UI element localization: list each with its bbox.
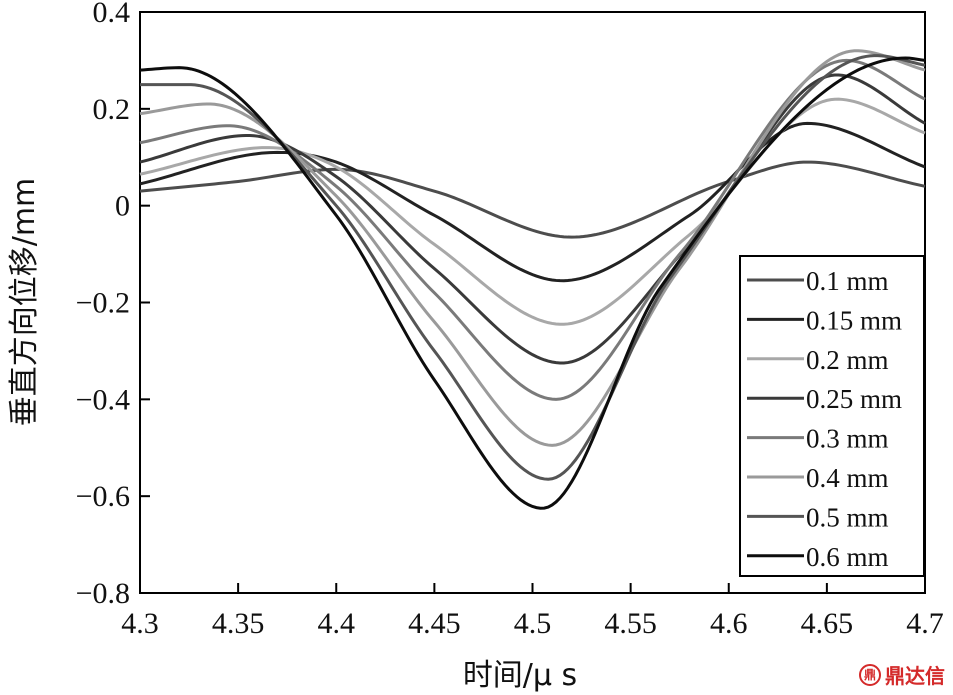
y-axis-title: 垂直方向位移/mm <box>7 178 42 427</box>
x-tick-label: 4.7 <box>906 607 944 640</box>
y-tick-label: −0.6 <box>76 480 130 513</box>
series-line-7 <box>139 56 926 510</box>
x-tick-label: 4.4 <box>318 607 356 640</box>
legend-label: 0.15 mm <box>806 305 902 335</box>
series-line-0 <box>139 160 926 239</box>
y-tick-label: 0.2 <box>93 93 131 126</box>
series-layer <box>139 49 926 510</box>
y-tick-label: 0.4 <box>93 0 131 29</box>
y-tick-label: −0.4 <box>76 383 130 416</box>
plot-area: 4.3 4.35 4.4 4.45 4.5 4.55 4.6 4.65 4.7 0.4 0.2 0 −0… <box>76 0 944 640</box>
y-tick-label: −0.2 <box>76 287 130 320</box>
x-tick-label: 4.3 <box>121 607 159 640</box>
x-tick-label: 4.65 <box>801 607 854 640</box>
y-tick-label: −0.8 <box>76 577 130 610</box>
legend-label: 0.2 mm <box>806 345 889 375</box>
legend-label: 0.5 mm <box>806 502 889 532</box>
x-tick-label: 4.6 <box>710 607 748 640</box>
watermark-text: 鼎达信 <box>885 664 945 688</box>
legend-box <box>739 255 925 577</box>
watermark: 鼎 鼎达信 <box>859 660 945 689</box>
x-tick-label: 4.55 <box>604 607 657 640</box>
legend-label: 0.3 mm <box>806 424 889 454</box>
legend-label: 0.1 mm <box>806 266 889 296</box>
ticks-layer: 4.3 4.35 4.4 4.45 4.5 4.55 4.6 4.65 4.7 0.4 0.2 0 −0… <box>76 0 944 640</box>
x-axis-title: 时间/μ s <box>463 658 577 693</box>
legend-label: 0.6 mm <box>806 542 889 572</box>
x-tick-label: 4.35 <box>212 607 265 640</box>
legend: 0.1 mm 0.15 mm 0.2 mm 0.25 mm 0.3 mm 0.4 mm 0.… <box>739 255 925 577</box>
series-line-1 <box>139 121 926 283</box>
x-tick-label: 4.5 <box>514 607 552 640</box>
legend-label: 0.4 mm <box>806 463 889 493</box>
legend-items: 0.1 mm 0.15 mm 0.2 mm 0.25 mm 0.3 mm 0.4 mm 0.… <box>747 266 902 572</box>
x-tick-label: 4.45 <box>408 607 461 640</box>
watermark-logo-icon: 鼎 <box>859 663 881 686</box>
y-tick-label: 0 <box>115 190 130 223</box>
legend-label: 0.25 mm <box>806 384 902 414</box>
